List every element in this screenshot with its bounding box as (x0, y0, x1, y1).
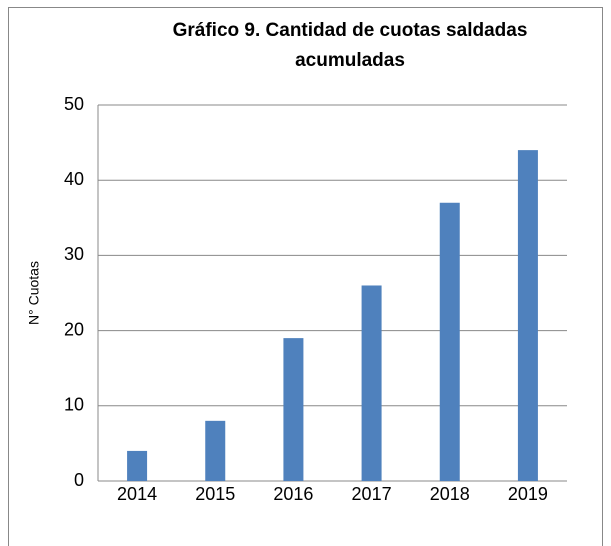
y-tick-label: 20 (64, 319, 84, 339)
bar (439, 202, 460, 481)
y-axis-label: N° Cuotas (26, 261, 42, 325)
x-tick-label: 2014 (117, 484, 157, 504)
bar (127, 450, 148, 481)
y-tick-label: 50 (64, 94, 84, 114)
chart-frame (8, 7, 603, 546)
y-tick-label: 30 (64, 244, 84, 264)
y-tick-label: 40 (64, 169, 84, 189)
bar (205, 420, 226, 481)
bar (283, 338, 304, 481)
x-tick-label: 2017 (352, 484, 392, 504)
chart-title: Gráfico 9. Cantidad de cuotas saldadas a… (172, 20, 528, 71)
y-tick-label: 0 (74, 470, 84, 490)
x-tick-label: 2019 (508, 484, 548, 504)
bar (361, 285, 382, 481)
x-tick-label: 2015 (195, 484, 235, 504)
bar (517, 150, 538, 481)
y-tick-label: 10 (64, 395, 84, 415)
x-tick-label: 2016 (273, 484, 313, 504)
x-tick-label: 2018 (430, 484, 470, 504)
